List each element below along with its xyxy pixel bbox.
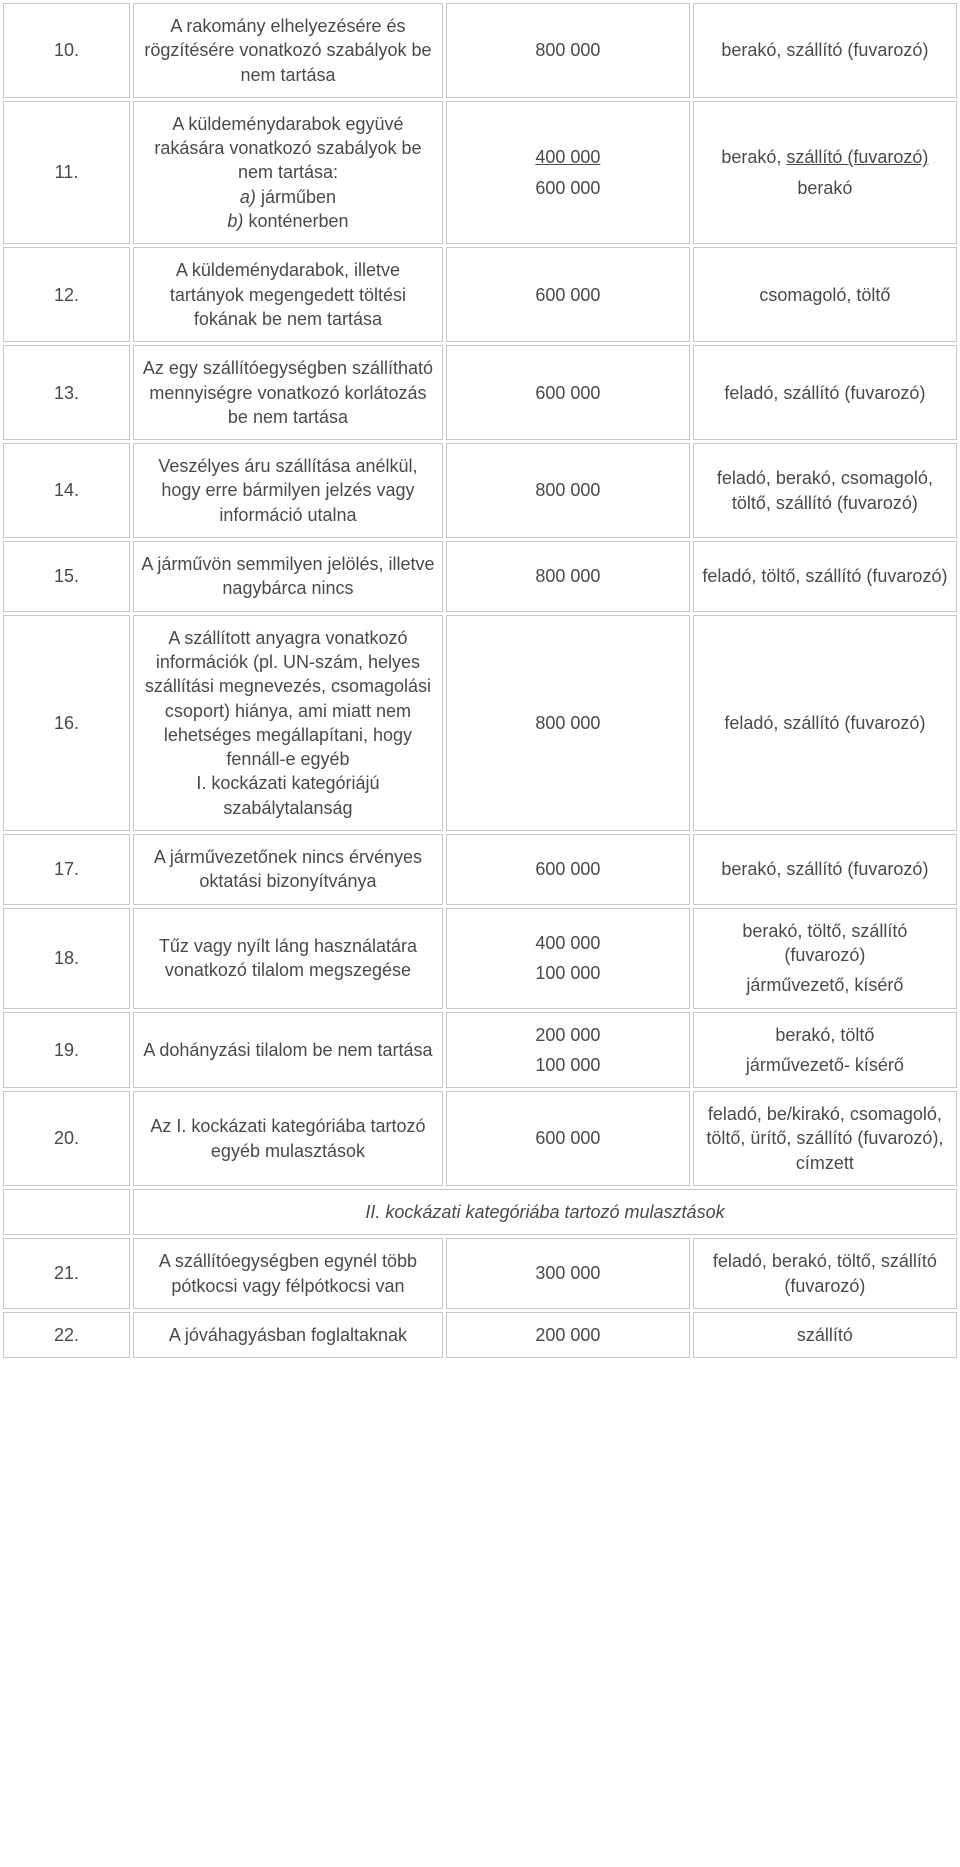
sub-text-b: konténerben	[248, 211, 348, 231]
row-responsible: feladó, töltő, szállító (fuvarozó)	[693, 541, 957, 612]
row-responsible: feladó, be/kirakó, csomagoló, töltő, ürí…	[693, 1091, 957, 1186]
resp-top: berakó, töltő	[775, 1023, 874, 1047]
row-number: 17.	[3, 834, 130, 905]
empty-cell	[3, 1189, 130, 1235]
amount-top: 200 000	[535, 1023, 600, 1047]
row-responsible: feladó, berakó, csomagoló, töltő, szállí…	[693, 443, 957, 538]
row-responsible: csomagoló, töltő	[693, 247, 957, 342]
desc-main: A szállított anyagra vonatkozó informáci…	[140, 626, 436, 772]
section-header: II. kockázati kategóriába tartozó mulasz…	[133, 1189, 957, 1235]
row-number: 22.	[3, 1312, 130, 1358]
row-description: A járművezetőnek nincs érvényes oktatási…	[133, 834, 443, 905]
row-description: A dohányzási tilalom be nem tartása	[133, 1012, 443, 1089]
row-responsible: berakó, szállító (fuvarozó)	[693, 834, 957, 905]
row-amount: 400 000 600 000	[446, 101, 690, 244]
table-row: 14. Veszélyes áru szállítása anélkül, ho…	[3, 443, 957, 538]
amount-top: 400 000	[535, 145, 600, 169]
row-responsible: szállító	[693, 1312, 957, 1358]
table-row: 10. A rakomány elhelyezésére és rögzítés…	[3, 3, 957, 98]
row-number: 16.	[3, 615, 130, 831]
amount-bottom: 600 000	[535, 176, 600, 200]
row-amount: 400 000 100 000	[446, 908, 690, 1009]
sub-label-b: b)	[227, 211, 243, 231]
row-responsible: berakó, töltő, szállító (fuvarozó) jármű…	[693, 908, 957, 1009]
table-row: 20. Az I. kockázati kategóriába tartozó …	[3, 1091, 957, 1186]
desc-sub-a: a) járműben	[140, 185, 436, 209]
row-amount: 600 000	[446, 345, 690, 440]
desc-tail: I. kockázati kategóriájú szabálytalanság	[140, 771, 436, 820]
row-number: 11.	[3, 101, 130, 244]
row-description: Az I. kockázati kategóriába tartozó egyé…	[133, 1091, 443, 1186]
sub-label-a: a)	[240, 187, 256, 207]
row-amount: 600 000	[446, 247, 690, 342]
resp-bottom: berakó	[797, 176, 852, 200]
table-row: 18. Tűz vagy nyílt láng használatára von…	[3, 908, 957, 1009]
table-row: 13. Az egy szállítóegységben szállítható…	[3, 345, 957, 440]
row-description: A küldeménydarabok együvé rakására vonat…	[133, 101, 443, 244]
row-description: A küldeménydarabok, illetve tartányok me…	[133, 247, 443, 342]
row-description: A szállított anyagra vonatkozó informáci…	[133, 615, 443, 831]
row-number: 18.	[3, 908, 130, 1009]
penalty-table: 10. A rakomány elhelyezésére és rögzítés…	[0, 0, 960, 1361]
desc-lead: A küldeménydarabok együvé rakására vonat…	[140, 112, 436, 185]
row-amount: 800 000	[446, 3, 690, 98]
row-amount: 800 000	[446, 615, 690, 831]
amount-bottom: 100 000	[535, 961, 600, 985]
row-number: 13.	[3, 345, 130, 440]
desc-sub-b: b) konténerben	[140, 209, 436, 233]
row-description: Tűz vagy nyílt láng használatára vonatko…	[133, 908, 443, 1009]
table-row: 22. A jóváhagyásban foglaltaknak 200 000…	[3, 1312, 957, 1358]
row-amount: 800 000	[446, 443, 690, 538]
table-row: 19. A dohányzási tilalom be nem tartása …	[3, 1012, 957, 1089]
row-number: 14.	[3, 443, 130, 538]
row-number: 12.	[3, 247, 130, 342]
resp-bottom: járművezető- kísérő	[746, 1053, 904, 1077]
table-row: 17. A járművezetőnek nincs érvényes okta…	[3, 834, 957, 905]
row-amount: 300 000	[446, 1238, 690, 1309]
table-row: 11. A küldeménydarabok együvé rakására v…	[3, 101, 957, 244]
row-description: A szállítóegységben egynél több pótkocsi…	[133, 1238, 443, 1309]
row-amount: 200 000	[446, 1312, 690, 1358]
row-description: Az egy szállítóegységben szállítható men…	[133, 345, 443, 440]
row-amount: 200 000 100 000	[446, 1012, 690, 1089]
row-number: 21.	[3, 1238, 130, 1309]
row-responsible: feladó, berakó, töltő, szállító (fuvaroz…	[693, 1238, 957, 1309]
table-row: 16. A szállított anyagra vonatkozó infor…	[3, 615, 957, 831]
row-responsible: feladó, szállító (fuvarozó)	[693, 345, 957, 440]
row-responsible: berakó, berakó, szállító (fuvarozó)száll…	[693, 101, 957, 244]
row-description: Veszélyes áru szállítása anélkül, hogy e…	[133, 443, 443, 538]
row-responsible: berakó, töltő járművezető- kísérő	[693, 1012, 957, 1089]
amount-bottom: 100 000	[535, 1053, 600, 1077]
amount-top: 400 000	[535, 931, 600, 955]
sub-text-a: járműben	[261, 187, 336, 207]
row-number: 10.	[3, 3, 130, 98]
row-amount: 600 000	[446, 1091, 690, 1186]
resp-top: berakó, töltő, szállító (fuvarozó)	[700, 919, 950, 968]
resp-bottom: járművezető, kísérő	[746, 973, 903, 997]
row-responsible: berakó, szállító (fuvarozó)	[693, 3, 957, 98]
row-responsible: feladó, szállító (fuvarozó)	[693, 615, 957, 831]
table-row: 15. A járművön semmilyen jelölés, illetv…	[3, 541, 957, 612]
row-description: A jóváhagyásban foglaltaknak	[133, 1312, 443, 1358]
row-number: 15.	[3, 541, 130, 612]
row-number: 19.	[3, 1012, 130, 1089]
row-description: A rakomány elhelyezésére és rögzítésére …	[133, 3, 443, 98]
row-number: 20.	[3, 1091, 130, 1186]
resp-top: berakó, berakó, szállító (fuvarozó)száll…	[721, 145, 928, 169]
row-amount: 600 000	[446, 834, 690, 905]
table-row: 21. A szállítóegységben egynél több pótk…	[3, 1238, 957, 1309]
table-row: 12. A küldeménydarabok, illetve tartányo…	[3, 247, 957, 342]
row-amount: 800 000	[446, 541, 690, 612]
row-description: A járművön semmilyen jelölés, illetve na…	[133, 541, 443, 612]
section-header-row: II. kockázati kategóriába tartozó mulasz…	[3, 1189, 957, 1235]
